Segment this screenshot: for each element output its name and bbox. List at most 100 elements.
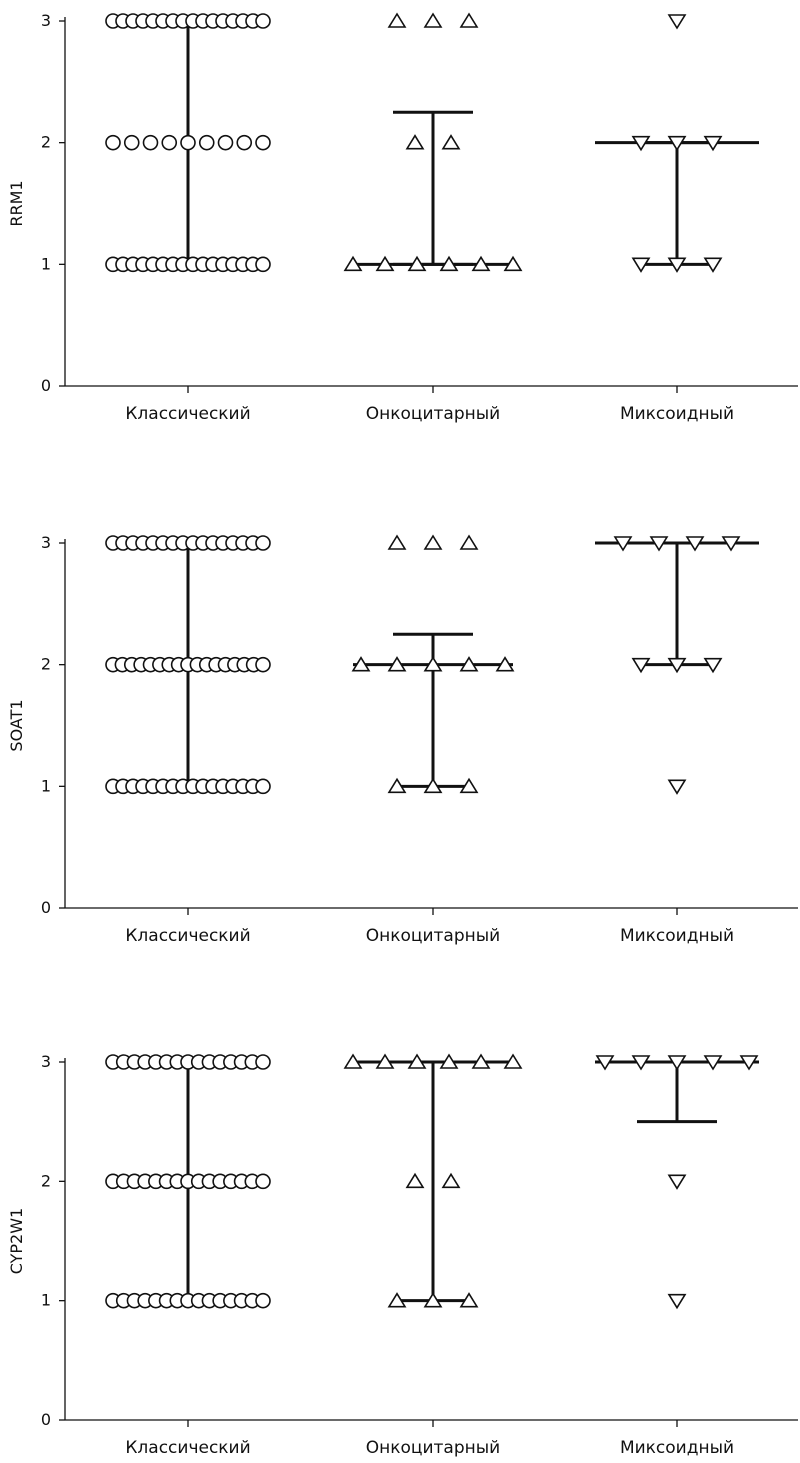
x-tick-label: Классический	[125, 926, 250, 946]
series-circle	[105, 1054, 271, 1309]
data-point	[459, 12, 479, 28]
data-point	[503, 1053, 523, 1069]
data-point	[387, 534, 407, 550]
y-tick-label: 2	[41, 655, 51, 674]
y-tick-label: 3	[41, 11, 51, 30]
data-point	[703, 657, 723, 674]
data-point	[255, 1173, 271, 1190]
data-point	[387, 777, 407, 794]
data-point	[423, 656, 443, 672]
x-tick-label: Онкоцитарный	[366, 404, 500, 424]
data-point	[375, 255, 395, 272]
data-point	[667, 1293, 687, 1310]
panel-cyp2w1: 0 1 2 3 CYP2W1 Классический Онкоцитарный Миксои…	[7, 1052, 798, 1458]
data-point	[105, 134, 121, 151]
y-tick-label: 2	[41, 1171, 51, 1190]
data-point	[387, 12, 407, 28]
data-point	[387, 1292, 407, 1308]
data-point	[667, 135, 687, 152]
data-point	[343, 255, 363, 272]
data-point	[375, 1053, 395, 1069]
data-point	[142, 134, 159, 151]
data-point	[667, 779, 687, 795]
series-triangle-down	[595, 14, 759, 273]
y-tick-label: 3	[41, 533, 51, 552]
data-point	[685, 536, 705, 552]
data-point	[255, 1054, 271, 1070]
data-point	[407, 255, 427, 272]
data-point	[503, 255, 523, 272]
y-tick-label: 0	[41, 376, 51, 395]
data-point	[439, 1053, 459, 1069]
data-point	[667, 657, 687, 674]
data-point	[495, 656, 515, 672]
y-tick-label: 1	[41, 254, 51, 273]
data-point	[631, 1055, 651, 1071]
data-point	[459, 777, 479, 794]
data-point	[198, 134, 215, 151]
y-tick-label: 0	[41, 1410, 51, 1429]
data-point	[631, 135, 651, 152]
data-point	[255, 535, 271, 551]
data-point	[405, 1172, 425, 1189]
data-point	[343, 1053, 363, 1069]
x-tick-label: Онкоцитарный	[366, 1438, 500, 1458]
series-triangle-up	[351, 534, 515, 794]
data-point	[595, 1055, 615, 1071]
x-tick-label: Миксоидный	[620, 404, 734, 424]
y-tick-label: 0	[41, 898, 51, 917]
data-point	[423, 1292, 443, 1308]
series-triangle-down	[595, 536, 759, 795]
data-point	[407, 1053, 427, 1069]
x-tick-label: Классический	[125, 404, 250, 424]
data-point	[471, 255, 491, 272]
data-point	[703, 257, 723, 273]
data-point	[255, 134, 271, 151]
data-point	[459, 1292, 479, 1308]
data-point	[667, 1055, 687, 1071]
y-axis-label: CYP2W1	[7, 1208, 26, 1275]
data-point	[459, 656, 479, 672]
series-circle	[105, 535, 271, 795]
data-point	[180, 134, 196, 151]
y-tick-label: 2	[41, 133, 51, 152]
data-point	[459, 534, 479, 550]
data-point	[405, 134, 425, 150]
data-point	[667, 257, 687, 273]
y-axis-label: RRM1	[7, 180, 26, 226]
series-circle	[105, 13, 271, 273]
data-point	[255, 1292, 271, 1309]
data-point	[631, 657, 651, 674]
series-triangle-up	[343, 12, 523, 272]
panel-rrm1: 0 1 2 3 RRM1 Классический Онкоцитарный Миксоидн…	[7, 11, 798, 424]
data-point	[471, 1053, 491, 1069]
y-tick-label: 1	[41, 776, 51, 795]
data-point	[255, 778, 271, 795]
data-point	[423, 777, 443, 794]
data-point	[703, 1055, 723, 1071]
data-point	[649, 536, 669, 552]
data-point	[423, 12, 443, 28]
y-tick-label: 1	[41, 1291, 51, 1310]
series-triangle-down	[595, 1055, 759, 1310]
data-point	[217, 134, 234, 151]
data-point	[255, 656, 271, 673]
data-point	[441, 1172, 461, 1189]
panel-soat1: 0 1 2 3 SOAT1 Классический Онкоцитарный Миксоид…	[7, 533, 798, 946]
data-point	[439, 255, 459, 272]
x-tick-label: Онкоцитарный	[366, 926, 500, 946]
data-point	[161, 134, 178, 151]
data-point	[441, 134, 461, 150]
data-point	[667, 14, 687, 30]
data-point	[351, 656, 371, 672]
data-point	[703, 135, 723, 152]
x-tick-label: Миксоидный	[620, 1438, 734, 1458]
y-tick-label: 3	[41, 1052, 51, 1071]
series-triangle-up	[343, 1053, 523, 1308]
data-point	[423, 534, 443, 550]
x-tick-label: Классический	[125, 1438, 250, 1458]
data-point	[123, 134, 140, 151]
data-point	[721, 536, 741, 552]
data-point	[739, 1055, 759, 1071]
